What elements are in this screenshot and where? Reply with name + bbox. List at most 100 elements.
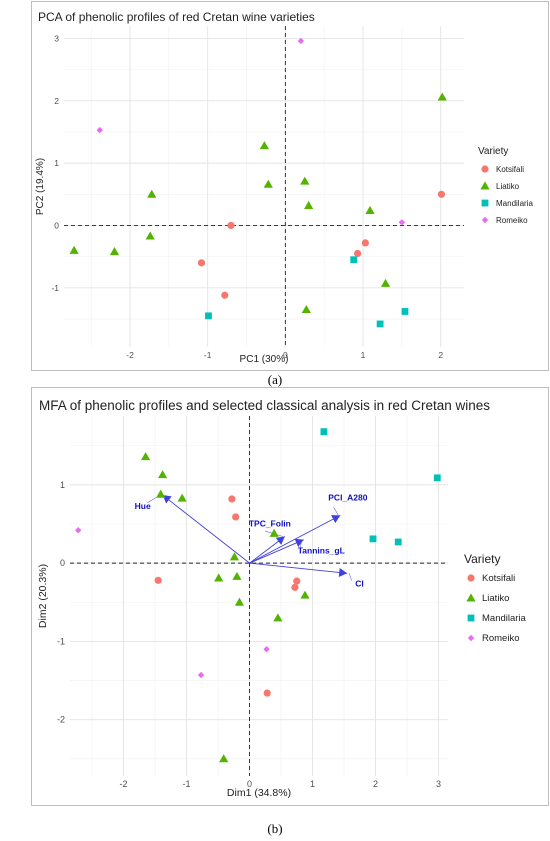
liatiko-point xyxy=(232,571,242,580)
arrow-label-pci_a280: PCI_A280 xyxy=(328,492,367,502)
legend-label-kotsifali: Kotsifali xyxy=(496,165,524,174)
x-tick-label: -2 xyxy=(120,779,128,789)
y-axis-label: Dim2 (20.3%) xyxy=(37,564,49,628)
liatiko-point xyxy=(145,231,155,240)
series-kotsifali xyxy=(154,495,301,697)
romeiko-point xyxy=(263,646,270,653)
series-romeiko xyxy=(96,37,406,226)
arrow-tannins_gl xyxy=(249,539,304,564)
arrow-label-ci: CI xyxy=(355,578,364,588)
x-tick-label: 0 xyxy=(247,779,252,789)
legend-label-liatiko: Liatiko xyxy=(496,182,520,191)
kotsifali-point xyxy=(227,221,235,230)
legend-key-romeiko xyxy=(467,634,475,642)
liatiko-point xyxy=(158,470,168,479)
label-leader xyxy=(333,507,339,516)
legend-key-kotsifali xyxy=(467,574,475,582)
caption-b: (b) xyxy=(267,821,283,836)
x-tick-label: 2 xyxy=(373,779,378,789)
liatiko-point xyxy=(69,245,79,254)
x-tick-label: 1 xyxy=(361,350,366,360)
liatiko-point xyxy=(219,754,229,763)
legend-label-liatiko: Liatiko xyxy=(482,593,509,604)
x-tick-label: -1 xyxy=(183,779,191,789)
mandilaria-point xyxy=(376,320,384,328)
legend-label-kotsifali: Kotsifali xyxy=(482,573,515,584)
liatiko-point xyxy=(156,489,166,498)
caption-a: (a) xyxy=(267,372,283,387)
liatiko-point xyxy=(273,613,283,622)
pca-chart: PCA of phenolic profiles of red Cretan w… xyxy=(35,10,533,365)
arrow-hue xyxy=(162,494,250,564)
arrowhead-ci xyxy=(338,567,348,577)
mandilaria-point xyxy=(350,256,358,264)
liatiko-point xyxy=(301,305,311,314)
kotsifali-point xyxy=(232,513,240,521)
legend: Variety Kotsifali Liatiko Mandilaria Romeiko xyxy=(464,552,527,644)
liatiko-point xyxy=(437,92,447,101)
kotsifali-point xyxy=(197,259,206,267)
y-tick-label: 0 xyxy=(54,220,59,230)
liatiko-point xyxy=(300,176,310,185)
pca-panel: PCA of phenolic profiles of red Cretan w… xyxy=(31,1,549,371)
variable-arrows: Hue TPC_Folin PCI_A280 Tannins_gL CI xyxy=(135,492,368,588)
liatiko-point xyxy=(263,179,273,188)
label-leader xyxy=(348,573,352,581)
y-axis-label: PC2 (19.4%) xyxy=(35,158,46,215)
y-tick-label: -2 xyxy=(57,715,65,725)
x-tick-label: 2 xyxy=(438,350,443,360)
x-tick-label: -1 xyxy=(204,350,212,360)
legend-key-kotsifali xyxy=(481,165,489,173)
liatiko-point xyxy=(229,552,240,561)
arrow-label-tpc_folin: TPC_Folin xyxy=(249,519,291,529)
legend-label-romeiko: Romeiko xyxy=(482,633,520,644)
kotsifali-point xyxy=(437,190,446,198)
arrow-ci xyxy=(249,562,348,574)
liatiko-point xyxy=(304,200,314,209)
grid xyxy=(70,416,448,776)
label-leader xyxy=(300,539,302,548)
liatiko-point xyxy=(177,493,187,502)
mandilaria-point xyxy=(369,535,377,543)
liatiko-point xyxy=(365,205,375,214)
y-tick-label: 1 xyxy=(54,158,59,168)
x-tick-label: 3 xyxy=(436,779,441,789)
liatiko-point xyxy=(300,590,310,599)
y-tick-label: -1 xyxy=(57,636,65,646)
legend-key-liatiko xyxy=(466,593,476,602)
kotsifali-point xyxy=(353,249,362,258)
legend-title: Variety xyxy=(464,552,500,566)
x-axis-label: Dim1 (34.8%) xyxy=(227,787,291,799)
liatiko-point xyxy=(109,247,120,256)
legend-key-mandilaria xyxy=(467,614,475,622)
liatiko-point xyxy=(269,528,279,537)
liatiko-point xyxy=(147,189,157,198)
y-tick-label: 2 xyxy=(54,96,59,106)
kotsifali-point xyxy=(291,583,299,591)
mandilaria-point xyxy=(205,312,212,320)
kotsifali-point xyxy=(361,239,369,247)
romeiko-point xyxy=(297,37,305,45)
romeiko-point xyxy=(398,219,406,226)
legend-key-liatiko xyxy=(480,181,490,190)
kotsifali-point xyxy=(221,291,229,299)
series-mandilaria xyxy=(205,256,409,328)
legend: Variety Kotsifali Liatiko Mandilaria Romeiko xyxy=(478,146,533,225)
romeiko-point xyxy=(197,671,205,679)
grid xyxy=(64,26,464,347)
series-mandilaria xyxy=(320,428,441,546)
x-tick-label: 0 xyxy=(283,350,288,360)
legend-label-mandilaria: Mandilaria xyxy=(496,199,533,208)
arrowhead-pci_a280 xyxy=(331,515,341,524)
series-romeiko xyxy=(74,527,270,679)
mandilaria-point xyxy=(394,538,402,546)
liatiko-point xyxy=(380,278,391,287)
arrow-label-tannins_gl: Tannins_gL xyxy=(298,546,345,556)
mfa-panel: MFA of phenolic profiles and selected cl… xyxy=(31,387,549,806)
liatiko-point xyxy=(214,573,224,582)
x-axis-label: PC1 (30%) xyxy=(240,354,289,365)
legend-key-romeiko xyxy=(481,216,489,224)
y-tick-label: -1 xyxy=(51,283,59,293)
x-tick-label: 1 xyxy=(310,779,315,789)
kotsifali-point xyxy=(154,576,162,584)
